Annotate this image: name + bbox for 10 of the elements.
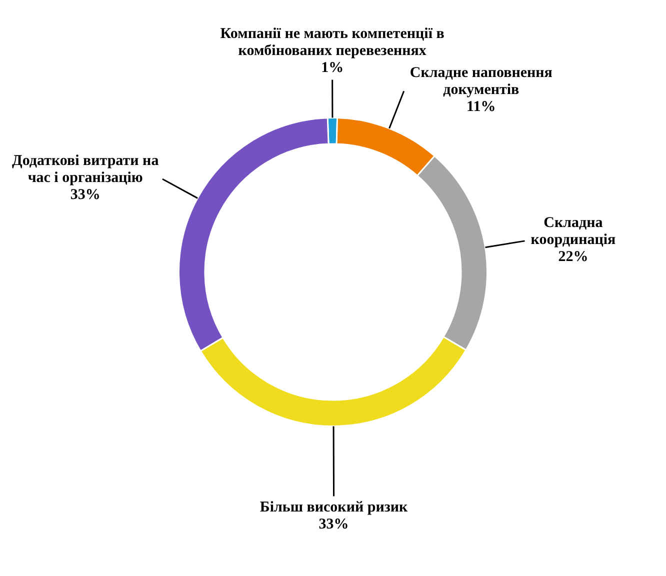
data-label: 11% xyxy=(466,99,496,116)
slice-label: Більш високий ризик xyxy=(260,500,408,516)
data-label: 1% xyxy=(321,60,344,76)
slice-label: Складна координація xyxy=(530,214,616,248)
data-label: 33% xyxy=(318,516,349,533)
data-label: 22% xyxy=(558,248,588,265)
slice-label: Додаткові витрати на час і організацію xyxy=(12,152,160,186)
slice-label: Складне наповнення документів xyxy=(410,65,552,98)
data-label: 33% xyxy=(70,186,100,203)
slice-label: Компанії не мають компетенції в комбінованих перевезеннях xyxy=(220,26,444,60)
